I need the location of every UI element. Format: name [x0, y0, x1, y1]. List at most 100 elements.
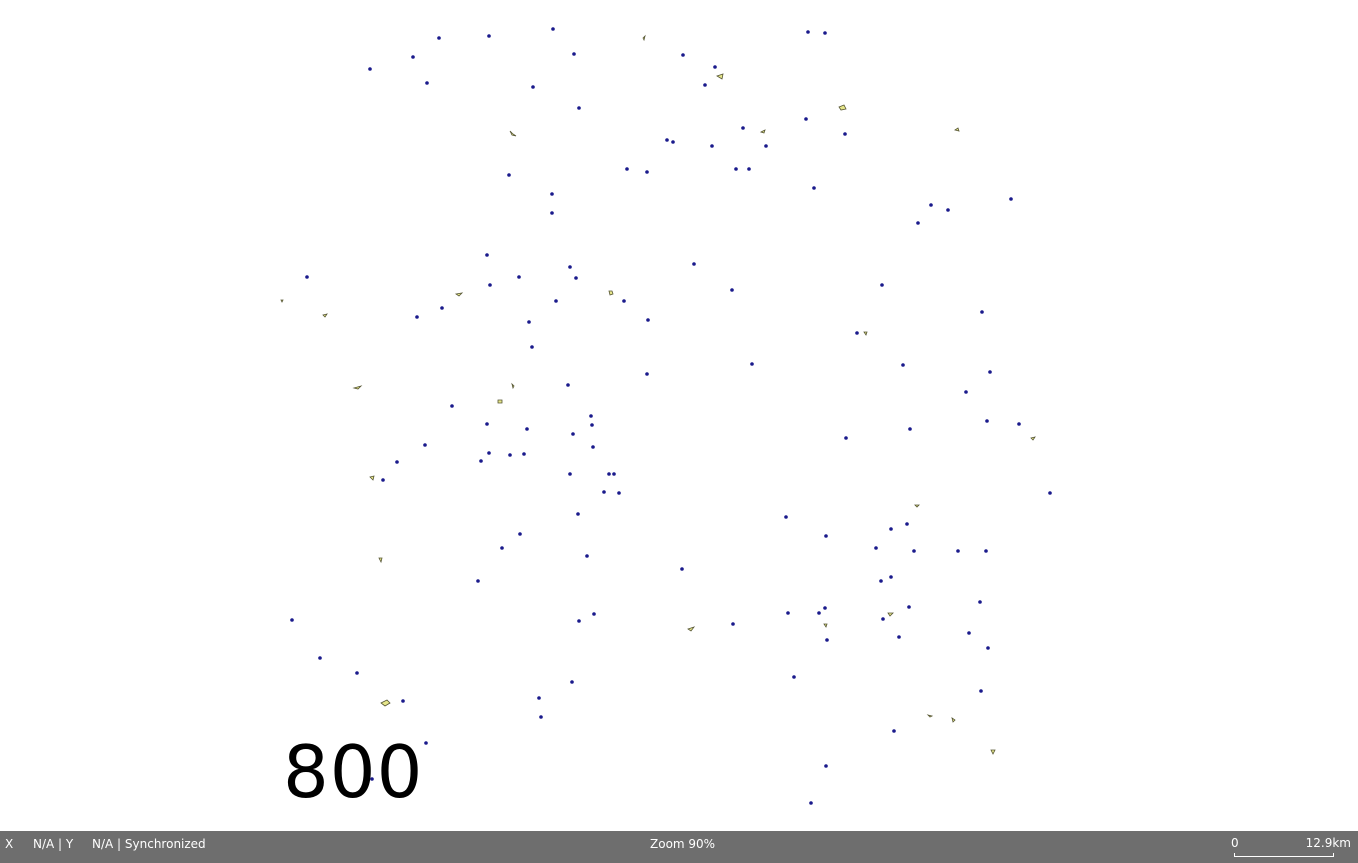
map-point[interactable] [671, 140, 675, 144]
map-point[interactable] [485, 253, 489, 257]
map-point[interactable] [554, 299, 558, 303]
map-point[interactable] [574, 276, 578, 280]
map-point[interactable] [804, 117, 808, 121]
map-point[interactable] [809, 801, 813, 805]
map-point[interactable] [423, 443, 427, 447]
map-point[interactable] [929, 203, 933, 207]
map-polygon[interactable] [456, 293, 462, 296]
map-polygon[interactable] [824, 624, 827, 627]
map-point[interactable] [855, 331, 859, 335]
map-point[interactable] [817, 611, 821, 615]
map-point[interactable] [487, 451, 491, 455]
map-point[interactable] [508, 453, 512, 457]
map-point[interactable] [617, 491, 621, 495]
map-polygon[interactable] [512, 384, 514, 388]
map-polygon[interactable] [381, 700, 390, 706]
map-polygon[interactable] [928, 715, 932, 717]
map-point[interactable] [731, 622, 735, 626]
map-point[interactable] [576, 512, 580, 516]
map-point[interactable] [750, 362, 754, 366]
map-canvas[interactable]: 800 [0, 0, 1358, 831]
map-point[interactable] [880, 283, 884, 287]
map-point[interactable] [607, 472, 611, 476]
map-point[interactable] [537, 696, 541, 700]
map-point[interactable] [531, 85, 535, 89]
map-point[interactable] [415, 315, 419, 319]
map-point[interactable] [806, 30, 810, 34]
map-point[interactable] [518, 532, 522, 536]
map-point[interactable] [978, 600, 982, 604]
map-point[interactable] [879, 579, 883, 583]
map-point[interactable] [450, 404, 454, 408]
map-point[interactable] [889, 575, 893, 579]
map-polygon[interactable] [952, 718, 955, 722]
map-polygon[interactable] [991, 750, 995, 754]
map-point[interactable] [318, 656, 322, 660]
map-point[interactable] [539, 715, 543, 719]
map-point[interactable] [710, 144, 714, 148]
map-polygon[interactable] [323, 314, 327, 317]
map-point[interactable] [956, 549, 960, 553]
map-point[interactable] [440, 306, 444, 310]
map-point[interactable] [844, 436, 848, 440]
map-point[interactable] [889, 527, 893, 531]
map-point[interactable] [551, 27, 555, 31]
map-point[interactable] [589, 414, 593, 418]
map-point[interactable] [602, 490, 606, 494]
map-point[interactable] [590, 423, 594, 427]
map-point[interactable] [946, 208, 950, 212]
map-point[interactable] [585, 554, 589, 558]
map-point[interactable] [522, 452, 526, 456]
map-point[interactable] [988, 370, 992, 374]
map-point[interactable] [476, 579, 480, 583]
map-point[interactable] [730, 288, 734, 292]
map-point[interactable] [488, 283, 492, 287]
map-point[interactable] [395, 460, 399, 464]
map-point[interactable] [612, 472, 616, 476]
map-point[interactable] [571, 432, 575, 436]
map-point[interactable] [980, 310, 984, 314]
map-point[interactable] [901, 363, 905, 367]
map-point[interactable] [892, 729, 896, 733]
map-point[interactable] [874, 546, 878, 550]
map-point[interactable] [665, 138, 669, 142]
map-point[interactable] [645, 372, 649, 376]
map-point[interactable] [425, 81, 429, 85]
map-point[interactable] [916, 221, 920, 225]
map-polygon[interactable] [609, 291, 613, 295]
map-point[interactable] [530, 345, 534, 349]
map-polygon[interactable] [955, 128, 959, 131]
map-point[interactable] [487, 34, 491, 38]
map-point[interactable] [368, 67, 372, 71]
map-point[interactable] [907, 605, 911, 609]
map-point[interactable] [912, 549, 916, 553]
map-point[interactable] [985, 419, 989, 423]
map-point[interactable] [355, 671, 359, 675]
map-point[interactable] [824, 534, 828, 538]
map-point[interactable] [305, 275, 309, 279]
map-point[interactable] [964, 390, 968, 394]
map-point[interactable] [566, 383, 570, 387]
map-polygon[interactable] [370, 476, 374, 480]
map-point[interactable] [741, 126, 745, 130]
map-point[interactable] [812, 186, 816, 190]
map-point[interactable] [411, 55, 415, 59]
map-polygon[interactable] [354, 386, 361, 389]
map-point[interactable] [381, 478, 385, 482]
map-point[interactable] [485, 422, 489, 426]
map-point[interactable] [986, 646, 990, 650]
map-point[interactable] [967, 631, 971, 635]
map-point[interactable] [703, 83, 707, 87]
map-point[interactable] [591, 445, 595, 449]
map-point[interactable] [568, 472, 572, 476]
map-point[interactable] [843, 132, 847, 136]
map-polygon[interactable] [888, 613, 893, 616]
map-polygon[interactable] [281, 300, 283, 302]
map-point[interactable] [577, 106, 581, 110]
map-point[interactable] [401, 699, 405, 703]
map-polygon[interactable] [864, 332, 867, 335]
map-point[interactable] [905, 522, 909, 526]
map-point[interactable] [1017, 422, 1021, 426]
map-polygon[interactable] [643, 36, 645, 40]
map-point[interactable] [825, 638, 829, 642]
